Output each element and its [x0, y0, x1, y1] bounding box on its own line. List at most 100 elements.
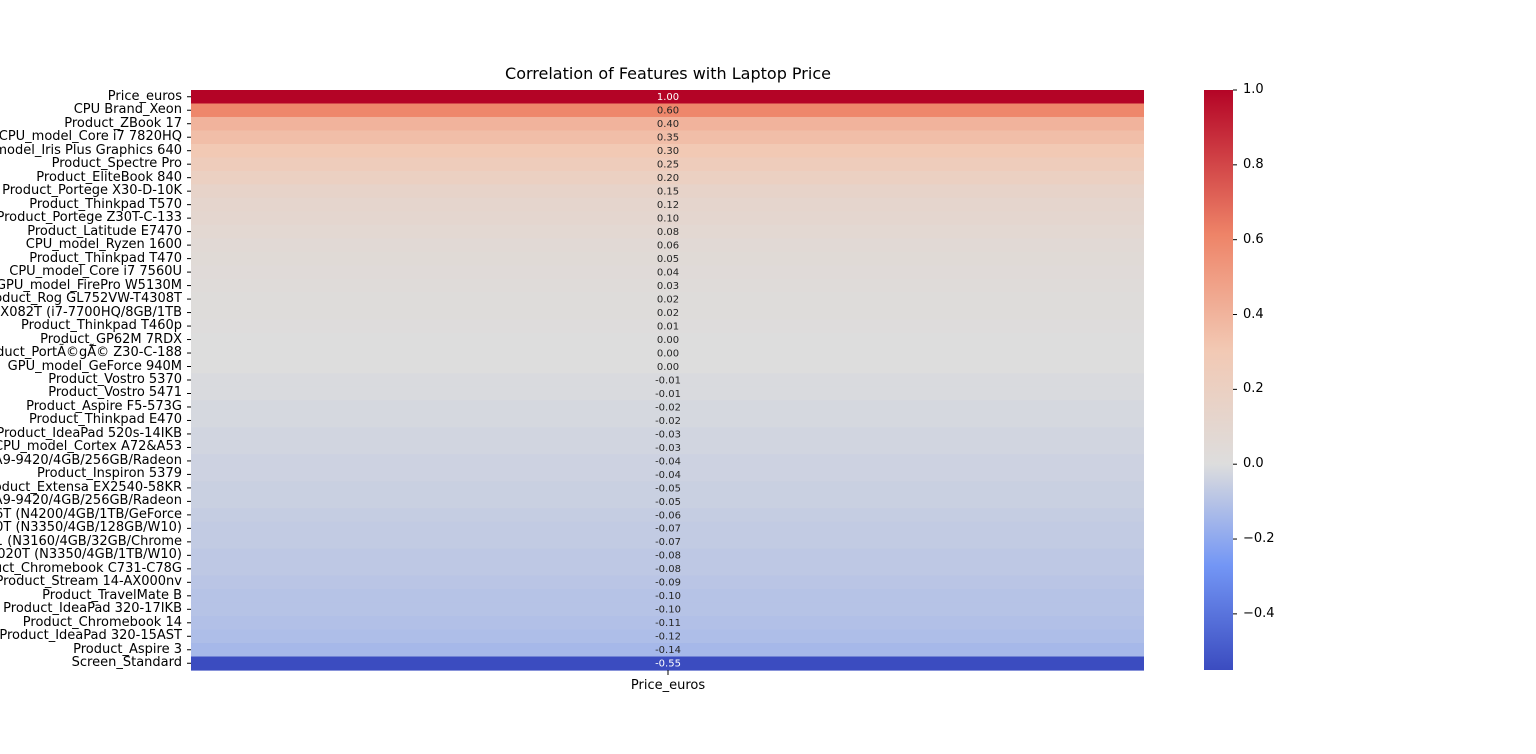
- heatmap-cell: [191, 508, 1144, 523]
- heatmap-cell: [191, 265, 1144, 280]
- heatmap-cell: [191, 427, 1144, 442]
- heatmap-cell: [191, 211, 1144, 226]
- heatmap-cell: [191, 346, 1144, 361]
- colorbar: [1204, 90, 1233, 670]
- y-tick-label: CPU_model_Cortex A72&A53: [0, 439, 182, 455]
- cell-annotation: 0.02: [657, 308, 679, 319]
- heatmap-cell: [191, 602, 1144, 617]
- cell-annotation: 0.01: [657, 321, 679, 332]
- cell-annotation: 0.05: [657, 254, 679, 265]
- heatmap-cell: [191, 467, 1144, 482]
- cell-annotation: -0.07: [655, 524, 681, 535]
- y-tick-label: GPU_model_GeForce 940M: [7, 358, 182, 374]
- cell-annotation: -0.08: [655, 564, 681, 575]
- y-tick-label: Product_Spectre Pro: [51, 156, 182, 172]
- cell-annotation: 0.60: [657, 106, 679, 117]
- cell-annotation: -0.03: [655, 429, 681, 440]
- cell-annotation: 0.00: [657, 335, 679, 346]
- y-tick-label: Product_IdeaPad 520s-14IKB: [0, 425, 182, 441]
- heatmap-cell: [191, 589, 1144, 604]
- y-tick-label: Product_EliteBook 840: [36, 169, 182, 185]
- y-tick-label: Product_ZBook 17: [64, 115, 182, 131]
- cell-annotation: -0.05: [655, 497, 681, 508]
- cell-annotation: 0.40: [657, 119, 679, 130]
- cell-annotation: -0.10: [655, 605, 681, 616]
- heatmap-cell: [191, 643, 1144, 658]
- cell-annotation: 1.00: [657, 92, 679, 103]
- heatmap-cell: [191, 157, 1144, 172]
- heatmap-cell: [191, 292, 1144, 307]
- cell-annotation: 0.30: [657, 146, 679, 157]
- y-tick-label: Product_Extensa EX2540-58KR: [0, 479, 182, 495]
- cell-annotation: -0.10: [655, 591, 681, 602]
- x-tick-label: Price_euros: [630, 678, 706, 693]
- y-tick-label: Price_euros: [107, 88, 182, 104]
- y-tick-label: Product_Thinkpad T570: [29, 196, 182, 212]
- heatmap-cell: [191, 548, 1144, 563]
- cell-annotation: -0.07: [655, 537, 681, 548]
- y-tick-label: GPU_model_FirePro W5130M: [0, 277, 182, 293]
- heatmap-cell: [191, 629, 1144, 644]
- cell-annotation: -0.03: [655, 443, 681, 454]
- cell-annotation: -0.14: [655, 645, 681, 656]
- cell-annotation: 0.08: [657, 227, 679, 238]
- y-tick-label: Product_IdeaPad 320-17IKB: [3, 601, 182, 617]
- y-tick-label: Product_15-BW004nv (A9-9420/4GB/256GB/Ra…: [0, 452, 182, 468]
- heatmap-cell: [191, 400, 1144, 415]
- heatmap-cell: [191, 103, 1144, 118]
- y-tick-label: Product_Vostro 5370: [48, 372, 182, 387]
- y-tick-label: Product_15-BW009nv (A9-9420/4GB/256GB/Ra…: [0, 493, 182, 509]
- heatmap-cell: [191, 143, 1144, 159]
- y-tick-label: Product_Chromebook 14: [22, 614, 182, 630]
- y-tick-label: Product_Rog GL752VW-T4308T: [0, 291, 182, 307]
- heatmap-cell: [191, 562, 1144, 577]
- heatmap-cell: [191, 224, 1144, 239]
- y-tick-label: Product_TravelMate B: [42, 587, 182, 603]
- colorbar-tick-label: 0.4: [1243, 306, 1264, 322]
- y-tick-label: Product_GP62M 7RDX: [40, 331, 182, 347]
- y-tick-label: Product_Thinkpad T470: [29, 250, 182, 266]
- heatmap-cell: [191, 481, 1144, 496]
- y-tick-label: CPU_model_Core i7 7560U: [9, 264, 182, 280]
- heatmap-cell: [191, 116, 1144, 132]
- heatmap-cell: [191, 494, 1144, 509]
- cell-annotation: 0.02: [657, 294, 679, 305]
- cell-annotation: -0.12: [655, 632, 681, 643]
- cell-annotation: -0.04: [655, 456, 681, 467]
- heatmap-cell: [191, 386, 1144, 401]
- heatmap-cell: [191, 90, 1144, 105]
- heatmap-cell: [191, 170, 1144, 186]
- cell-annotation: 0.12: [657, 200, 679, 211]
- y-tick-label: Product_Inspiron 5379: [36, 466, 182, 482]
- cell-annotation: -0.09: [655, 578, 681, 589]
- cell-annotation: -0.02: [655, 416, 681, 427]
- heatmap-cell: [191, 521, 1144, 536]
- cell-annotation: -0.04: [655, 470, 681, 481]
- y-tick-label: Product_Portege Z30T-C-133: [0, 210, 182, 226]
- y-tick-label: Screen_Standard: [71, 655, 182, 671]
- cell-annotation: -0.55: [655, 659, 681, 670]
- y-tick-label: Product_X705UQ-BX082T (i7-7700HQ/8GB/1TB: [0, 304, 182, 320]
- y-tick-label: Product_Portege X30-D-10K: [2, 183, 182, 199]
- y-tick-label: Product_Latitude E7470: [27, 223, 182, 239]
- heatmap-cell: [191, 535, 1144, 550]
- cell-annotation: 0.15: [657, 187, 679, 198]
- cell-annotation: -0.05: [655, 483, 681, 494]
- cell-annotation: -0.01: [655, 389, 681, 400]
- y-tick-label: Product_PortÃ©gÃ© Z30-C-188: [0, 345, 182, 361]
- cell-annotation: 0.10: [657, 214, 679, 225]
- y-tick-label: Product_Thinkpad T460p: [20, 318, 182, 334]
- cell-annotation: 0.20: [657, 173, 679, 184]
- cell-annotation: 0.00: [657, 348, 679, 359]
- y-tick-label: CPU_model_Core i7 7820HQ: [0, 129, 182, 145]
- colorbar-tick-label: 0.6: [1243, 231, 1264, 247]
- y-tick-label: Product_IdeaPad 320-15AST: [0, 628, 182, 644]
- cell-annotation: 0.04: [657, 267, 679, 278]
- heatmap-cell: [191, 305, 1144, 320]
- y-tick-label: GPU_model_Iris Plus Graphics 640: [0, 142, 182, 158]
- colorbar-tick-label: 1.0: [1243, 82, 1264, 97]
- cell-annotation: -0.01: [655, 375, 681, 386]
- colorbar-tick-label: 0.2: [1243, 381, 1264, 397]
- y-tick-label: Product_X541NA-GO020T (N3350/4GB/1TB/W10…: [0, 547, 182, 563]
